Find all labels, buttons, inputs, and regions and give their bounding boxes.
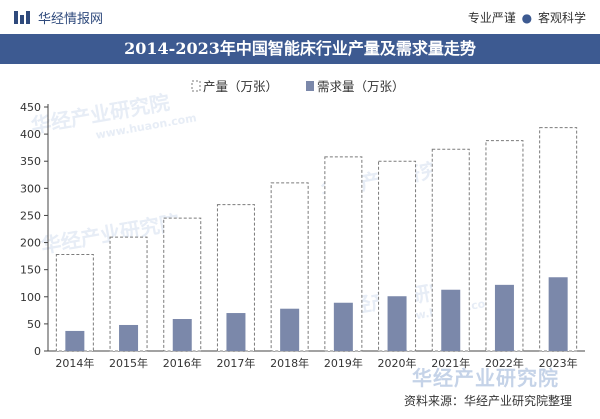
legend: 产量（万张） 需求量（万张）: [191, 79, 405, 94]
y-tick-label: 400: [20, 128, 41, 141]
y-tick-label: 200: [20, 237, 41, 250]
header-bar: 华经情报网 专业严谨 ● 客观科学: [0, 0, 600, 34]
demand-bar: [548, 277, 568, 351]
y-tick-label: 50: [27, 318, 41, 331]
x-tick-label: 2019年: [324, 356, 363, 370]
demand-bar: [441, 289, 461, 351]
demand-bar: [494, 284, 514, 351]
legend-swatch-production: [191, 80, 201, 92]
y-tick-label: 350: [20, 155, 41, 168]
demand-bar: [65, 330, 85, 351]
y-tick-label: 150: [20, 264, 41, 277]
source-note: 资料来源：华经产业研究院整理: [404, 394, 573, 408]
demand-bars: [65, 277, 568, 351]
tagline-left: 专业严谨: [467, 11, 516, 25]
site-logo-text: 华经情报网: [38, 12, 104, 27]
y-tick-label: 0: [34, 345, 41, 358]
x-tick-label: 2020年: [378, 356, 417, 370]
x-axis-ticks: 2014年 2015年 2016年 2017年 2018年 2019年 2020年 2021年…: [55, 356, 577, 370]
legend-label-production: 产量（万张）: [203, 79, 278, 94]
y-tick-label: 300: [20, 182, 41, 195]
x-tick-label: 2022年: [485, 356, 524, 370]
dot-icon: ●: [521, 11, 533, 25]
chart-title: 2014-2023年中国智能床行业产量及需求量走势: [0, 34, 600, 64]
x-tick-label: 2015年: [109, 356, 148, 370]
tagline-right: 客观科学: [537, 11, 586, 25]
x-tick-label: 2023年: [539, 356, 578, 370]
demand-bar: [119, 324, 139, 351]
logo-icon: [14, 11, 30, 24]
bar-chart: 产量（万张） 需求量（万张） 0 50 100 150 200 250 300 350 400 4…: [20, 79, 585, 370]
demand-bar: [280, 308, 300, 351]
x-tick-label: 2017年: [216, 356, 255, 370]
y-tick-label: 450: [20, 101, 41, 114]
demand-bar: [226, 313, 246, 351]
legend-swatch-demand: [306, 81, 314, 91]
x-tick-label: 2021年: [431, 356, 470, 370]
x-tick-label: 2014年: [55, 356, 94, 370]
y-tick-label: 250: [20, 209, 41, 222]
y-tick-label: 100: [20, 291, 41, 304]
x-tick-label: 2018年: [270, 356, 309, 370]
legend-label-demand: 需求量（万张）: [317, 79, 405, 94]
demand-bar: [387, 296, 407, 351]
footer-logo: 华经产业研究院: [412, 366, 559, 390]
x-tick-label: 2016年: [163, 356, 202, 370]
demand-bar: [172, 319, 192, 351]
y-axis-ticks: 0 50 100 150 200 250 300 350 400 450: [20, 101, 48, 358]
tagline: 专业严谨 ● 客观科学: [468, 9, 586, 26]
demand-bar: [333, 302, 353, 351]
